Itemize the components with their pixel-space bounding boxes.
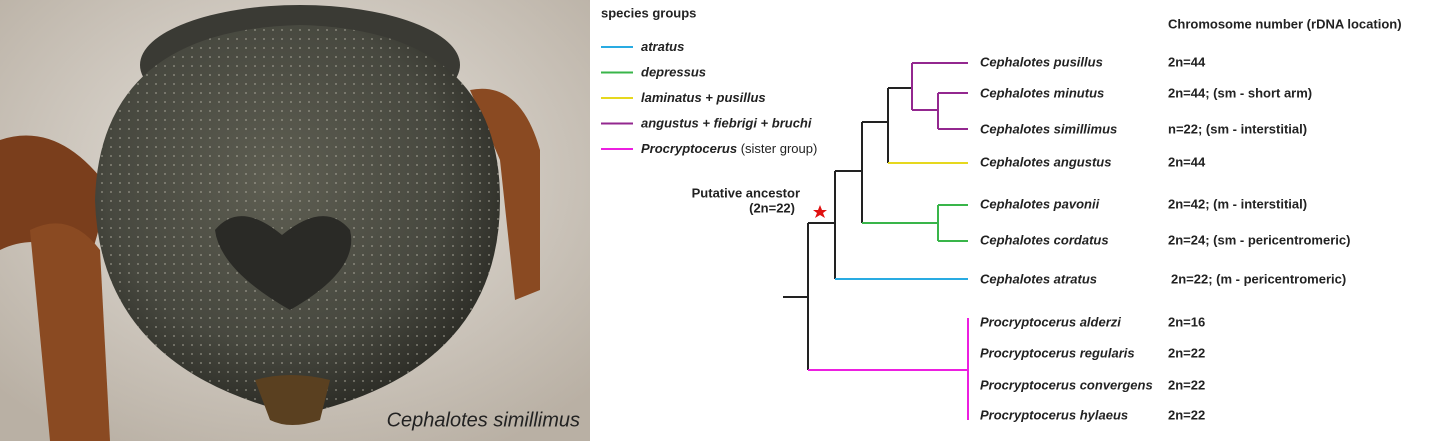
legend: atratus depressus laminatus + pusillus angu… [601, 39, 817, 156]
tree [783, 62, 969, 420]
species-name: Procryptocerus hylaeus [980, 407, 1128, 422]
chromosome-number: n=22; (sm - interstitial) [1168, 121, 1307, 136]
legend-note: (sister group) [741, 141, 818, 156]
chromosome-number: 2n=22 [1168, 345, 1205, 360]
photo-caption: Cephalotes simillimus [387, 409, 580, 431]
legend-text: angustus + fiebrigi + bruchi [641, 116, 812, 131]
tree-branch [911, 62, 968, 130]
legend-text: depressus [641, 65, 706, 80]
chromosome-number: 2n=24; (sm - pericentromeric) [1168, 232, 1350, 247]
species-name: Procryptocerus regularis [980, 345, 1135, 360]
legend-label: laminatus + pusillus [641, 90, 766, 105]
legend-title: species groups [601, 5, 696, 20]
ancestor-star [813, 205, 827, 218]
chromosome-number: 2n=22; (m - pericentromeric) [1171, 271, 1346, 286]
chromosome-number: 2n=16 [1168, 314, 1205, 329]
legend-text: atratus [641, 39, 684, 54]
legend-label: Procryptocerus (sister group) [641, 141, 817, 156]
species-name: Procryptocerus convergens [980, 377, 1153, 392]
species-name: Cephalotes cordatus [980, 232, 1109, 247]
chromosome-number: 2n=44 [1168, 54, 1206, 69]
legend-label: depressus [641, 65, 706, 80]
species-name: Cephalotes angustus [980, 154, 1111, 169]
ancestor-label: Putative ancestor [692, 185, 800, 200]
photo: Cephalotes simillimus [0, 0, 590, 441]
species-name: Cephalotes pusillus [980, 54, 1103, 69]
legend-text: laminatus + pusillus [641, 90, 766, 105]
tree-branch [783, 87, 912, 370]
chromosome-number: 2n=22 [1168, 407, 1205, 422]
species-name: Cephalotes atratus [980, 271, 1097, 286]
legend-label: angustus + fiebrigi + bruchi [641, 116, 812, 131]
chromosome-number: 2n=42; (m - interstitial) [1168, 196, 1307, 211]
species-name: Cephalotes simillimus [980, 121, 1117, 136]
species-name: Cephalotes pavonii [980, 196, 1100, 211]
ancestor-count: (2n=22) [749, 200, 795, 215]
species-name: Cephalotes minutus [980, 85, 1104, 100]
tree-branch [862, 204, 968, 242]
chromosome-number: 2n=44; (sm - short arm) [1168, 85, 1312, 100]
tips: Cephalotes pusillus 2n=44 Cephalotes minut… [980, 54, 1350, 422]
tree-branch [808, 318, 969, 420]
legend-text: Procryptocerus [641, 141, 737, 156]
column-header: Chromosome number (rDNA location) [1168, 16, 1402, 31]
species-name: Procryptocerus alderzi [980, 314, 1121, 329]
legend-label: atratus [641, 39, 684, 54]
chromosome-number: 2n=44 [1168, 154, 1206, 169]
chromosome-number: 2n=22 [1168, 377, 1205, 392]
